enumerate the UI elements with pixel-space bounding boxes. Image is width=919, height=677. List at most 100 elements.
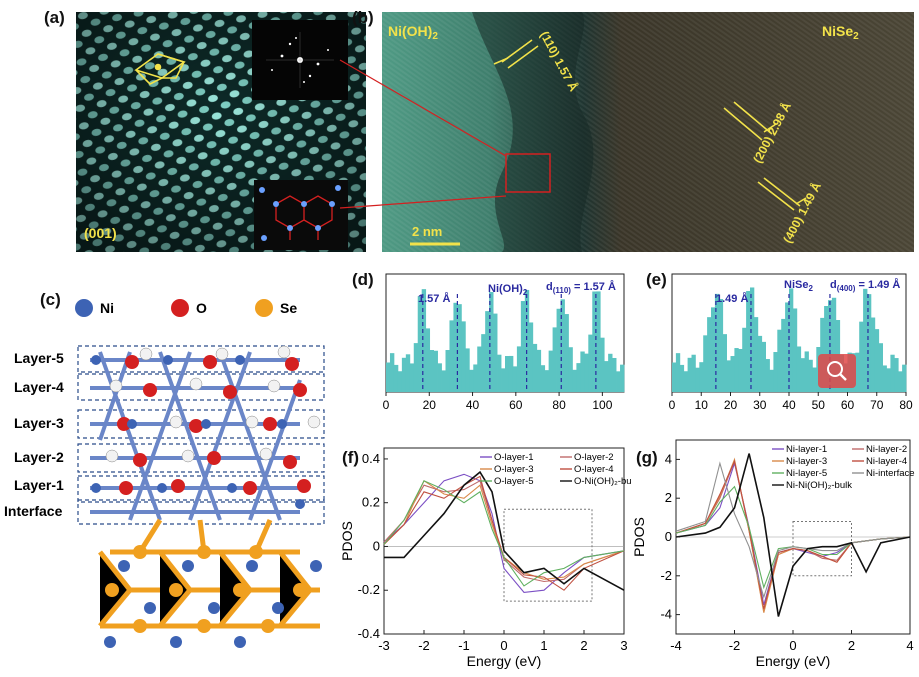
profile-bar bbox=[572, 369, 577, 392]
profile-bar bbox=[592, 291, 597, 392]
panel-label-c: (c) bbox=[40, 290, 61, 309]
annot-e-phase: NiSe2 bbox=[784, 279, 813, 293]
zoom-region bbox=[792, 520, 852, 577]
profile-bar bbox=[781, 318, 786, 392]
profile-bar bbox=[687, 357, 692, 392]
profile-bar bbox=[425, 328, 431, 392]
x-tick-label: -1 bbox=[458, 638, 470, 653]
profile-bar bbox=[785, 302, 790, 392]
profile-bar bbox=[902, 364, 907, 392]
series-line bbox=[675, 459, 911, 609]
annot-d-value: d(110) = 1.57 Å bbox=[546, 280, 616, 295]
profile-bar bbox=[734, 348, 739, 392]
structure-inset bbox=[254, 180, 348, 250]
legend-se: Se bbox=[280, 300, 297, 316]
legend-label: Ni-interface bbox=[866, 468, 915, 479]
x-tick-label: 50 bbox=[812, 398, 826, 412]
profile-bar bbox=[878, 343, 883, 392]
series-line bbox=[383, 480, 625, 587]
profile-bar bbox=[711, 307, 716, 392]
series-line bbox=[383, 475, 625, 591]
profile-bar bbox=[616, 371, 621, 392]
profile-bar bbox=[528, 322, 534, 392]
profile-bar bbox=[536, 349, 542, 392]
profile-bar bbox=[489, 291, 494, 392]
profile-bar bbox=[584, 353, 589, 392]
profile-bar bbox=[777, 329, 782, 392]
profile-bar bbox=[742, 327, 747, 392]
profile-bar bbox=[413, 343, 419, 392]
profile-bar bbox=[441, 370, 446, 392]
layer-label-3: Layer-3 bbox=[14, 415, 64, 431]
profile-bar bbox=[588, 334, 593, 392]
hrtem-image-b: Ni(OH)2 NiSe2 (110) 1.57 Å (200) 2.98 Å … bbox=[382, 12, 914, 252]
panel-label-b: (b) bbox=[352, 8, 374, 27]
profile-bar bbox=[477, 346, 482, 392]
profile-bar bbox=[544, 370, 550, 392]
annot-e-value: d(400) = 1.49 Å bbox=[830, 278, 900, 293]
x-tick-label: -3 bbox=[378, 638, 390, 653]
structure-model: Ni O Se Layer-5 Layer-4 Layer-3 Layer-2 … bbox=[4, 299, 325, 648]
lattice-marker-110 bbox=[493, 39, 539, 69]
legend-label: O-layer-3 bbox=[494, 464, 534, 475]
profile-bar bbox=[505, 356, 510, 392]
profile-bar bbox=[789, 288, 794, 392]
x-tick-label: 70 bbox=[870, 398, 884, 412]
profile-bar bbox=[773, 352, 778, 392]
panel-a: (001) bbox=[76, 12, 366, 252]
y-tick-label: 0 bbox=[665, 529, 672, 544]
profile-bar bbox=[576, 363, 581, 392]
series-line bbox=[675, 485, 911, 590]
zoom-search-icon[interactable] bbox=[818, 354, 856, 388]
panel-label-d: (d) bbox=[352, 270, 374, 289]
y-tick-label: 2 bbox=[665, 490, 672, 505]
legend-label: Ni-layer-3 bbox=[786, 456, 827, 467]
profile-bar bbox=[863, 288, 868, 392]
pdos-chart-f: -3 -2 -1 0 1 2 3 -0.4 -0.2 0 0.2 0.4 Energy (eV) PDOS… bbox=[340, 447, 632, 669]
x-tick-label: 40 bbox=[782, 398, 796, 412]
y-tick-label: -0.4 bbox=[358, 626, 380, 641]
x-tick-label: 80 bbox=[552, 398, 566, 412]
x-tick-label: 30 bbox=[753, 398, 767, 412]
profile-bar bbox=[604, 361, 609, 392]
profile-bar bbox=[461, 321, 466, 392]
profile-bar bbox=[516, 346, 522, 392]
x-tick-label: 0 bbox=[500, 638, 507, 653]
profile-bar bbox=[714, 293, 720, 392]
phase-label-left: Ni(OH)2 bbox=[388, 23, 438, 42]
profile-bar bbox=[750, 287, 755, 392]
profile-bar bbox=[738, 348, 743, 392]
legend-label: Ni-Ni(OH)₂-bulk bbox=[786, 480, 852, 491]
x-tick-label: 0 bbox=[669, 398, 676, 412]
profile-bar bbox=[524, 289, 530, 392]
profile-bar bbox=[580, 351, 585, 392]
profile-bar bbox=[761, 341, 766, 392]
profile-bar bbox=[722, 334, 727, 392]
profile-bar bbox=[620, 364, 625, 392]
layer-label-interface: Interface bbox=[4, 503, 63, 519]
annot-d-spacing: 1.57 Å bbox=[418, 292, 450, 305]
profile-bar bbox=[765, 359, 770, 392]
profile-bar bbox=[894, 358, 899, 392]
profile-bar bbox=[405, 354, 411, 392]
profile-bar bbox=[429, 350, 434, 392]
unit-cell-overlay bbox=[134, 53, 186, 85]
y-tick-label: 4 bbox=[665, 451, 672, 466]
panel-b: Ni(OH)2 NiSe2 (110) 1.57 Å (200) 2.98 Å … bbox=[382, 12, 914, 252]
profile-bar bbox=[421, 289, 427, 392]
x-tick-label: 100 bbox=[592, 398, 612, 412]
profile-bar bbox=[540, 365, 546, 392]
series-line bbox=[384, 470, 625, 591]
x-tick-label: 20 bbox=[423, 398, 437, 412]
x-tick-label: 60 bbox=[841, 398, 855, 412]
profile-bar bbox=[695, 367, 700, 392]
profile-bar bbox=[683, 371, 688, 392]
x-tick-label: 40 bbox=[466, 398, 480, 412]
profile-bar bbox=[824, 306, 829, 392]
profile-bar bbox=[855, 352, 860, 392]
y-axis-label: PDOS bbox=[340, 521, 355, 561]
lattice-marker-200 bbox=[723, 101, 777, 141]
profile-bar bbox=[469, 369, 474, 392]
profile-bar bbox=[886, 368, 891, 392]
